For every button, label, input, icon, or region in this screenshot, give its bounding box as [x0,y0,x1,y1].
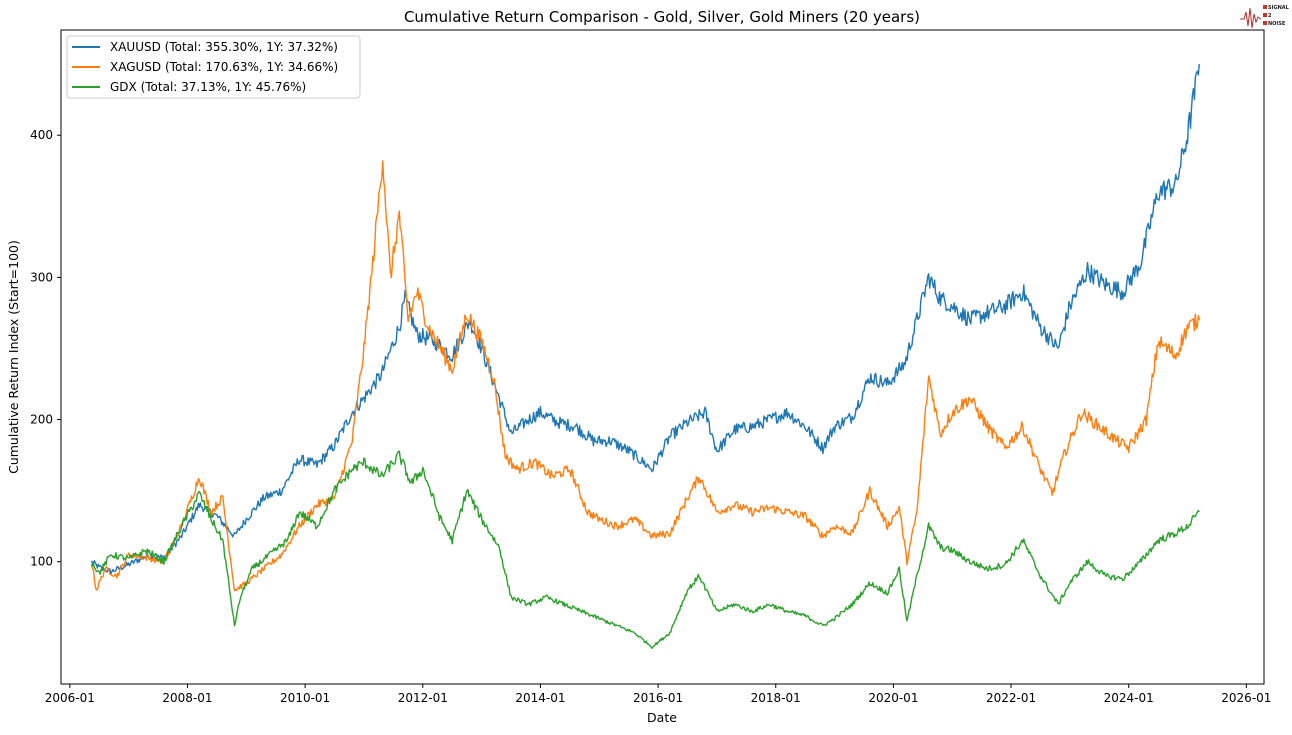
brand-logo: SIGNAL 2 NOISE [1240,5,1290,29]
y-tick-label: 200 [30,413,53,427]
x-tick-label: 2010-01 [280,691,330,705]
x-tick-label: 2012-01 [398,691,448,705]
y-axis-label: Cumulative Return Index (Start=100) [6,240,21,474]
logo-line-2: 2 [1268,13,1272,19]
plot-frame [60,29,1265,685]
logo-line-3: NOISE [1268,21,1286,27]
x-axis-label: Date [647,710,677,725]
x-tick-label: 2026-01 [1221,691,1271,705]
x-tick-label: 2006-01 [45,691,95,705]
y-tick-label: 100 [30,555,53,569]
legend: XAUUSD (Total: 355.30%, 1Y: 37.32%) XAGU… [66,35,361,99]
logo-mark-1 [1263,5,1267,9]
y-tick-label: 300 [30,270,53,284]
legend-box [66,35,361,99]
x-tick-label: 2014-01 [515,691,565,705]
x-tick-label: 2016-01 [633,691,683,705]
x-tick-label: 2022-01 [986,691,1036,705]
chart-title: Cumulative Return Comparison - Gold, Sil… [404,8,920,26]
series-line-1 [90,160,1200,592]
x-tick-label: 2018-01 [751,691,801,705]
y-axis: 100 200 300 400 [30,128,61,569]
x-tick-label: 2024-01 [1104,691,1154,705]
series-line-2 [90,450,1200,649]
waveform-icon [1240,7,1262,29]
y-tick-label: 400 [30,128,53,142]
series-line-0 [90,64,1200,575]
legend-label-gdx: GDX (Total: 37.13%, 1Y: 45.76%) [110,80,306,94]
legend-label-xauusd: XAUUSD (Total: 355.30%, 1Y: 37.32%) [110,40,338,54]
x-axis: 2006-01 2008-01 2010-01 2012-01 2014-01 2016-… [45,684,1271,705]
legend-label-xagusd: XAGUSD (Total: 170.63%, 1Y: 34.66%) [110,60,338,74]
x-tick-label: 2008-01 [162,691,212,705]
series-group [90,64,1200,649]
logo-mark-2 [1263,13,1267,17]
logo-mark-3 [1263,21,1267,25]
logo-line-1: SIGNAL [1268,5,1290,11]
x-tick-label: 2020-01 [868,691,918,705]
